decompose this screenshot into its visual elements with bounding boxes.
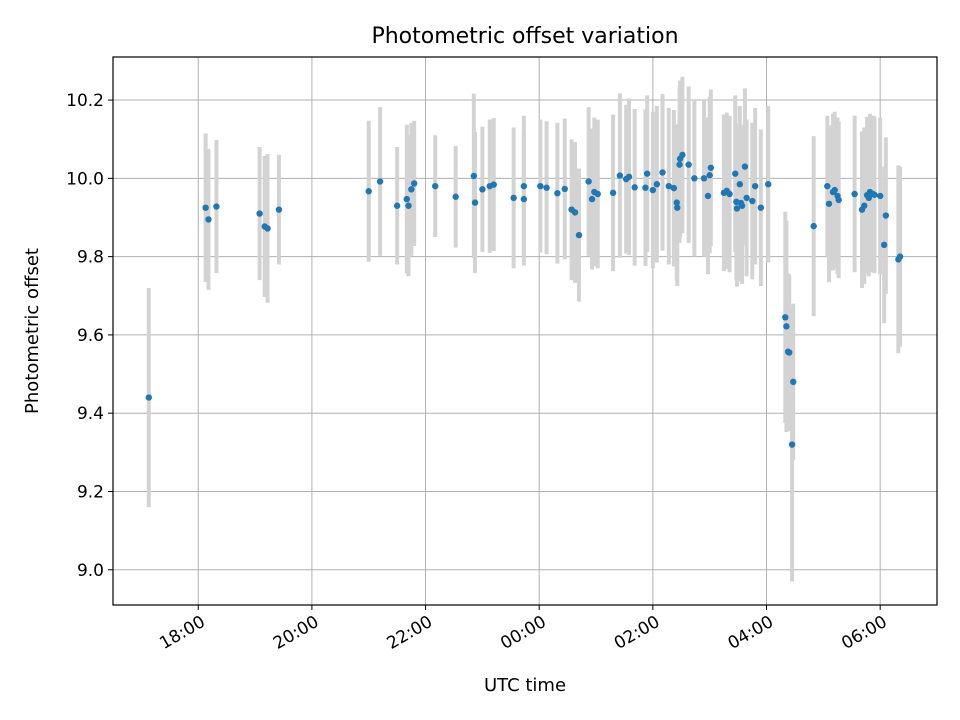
data-point [783, 323, 790, 330]
data-point [537, 182, 544, 190]
data-point [704, 192, 712, 200]
data-point [609, 189, 617, 197]
data-point [205, 216, 212, 223]
data-point [810, 222, 817, 230]
data-point [432, 182, 439, 190]
data-point [765, 181, 772, 188]
data-point [741, 163, 749, 170]
data-point [732, 170, 739, 177]
data-point [790, 378, 797, 386]
data-point [726, 190, 733, 198]
data-point [882, 212, 890, 219]
data-point [674, 204, 681, 211]
y-tick-label: 9.4 [77, 404, 104, 424]
data-point [679, 151, 686, 159]
data-point [851, 190, 858, 198]
data-point [543, 184, 550, 191]
data-point [575, 231, 583, 239]
data-point [275, 206, 283, 213]
y-tick-label: 9.0 [77, 561, 104, 581]
data-point [642, 184, 649, 191]
data-point [896, 253, 904, 260]
data-point [264, 225, 271, 232]
y-tick-label: 9.6 [77, 326, 104, 346]
data-point [736, 181, 744, 188]
data-point [649, 186, 657, 194]
data-point [410, 180, 418, 187]
data-point [676, 161, 683, 168]
data-point [588, 195, 596, 203]
data-point [510, 194, 517, 202]
data-point [659, 169, 666, 176]
data-point [665, 182, 672, 190]
data-point [751, 182, 759, 190]
data-point [471, 199, 479, 206]
data-point [213, 203, 220, 210]
data-point [691, 175, 698, 182]
x-axis-label: UTC time [484, 675, 566, 696]
data-point [825, 200, 833, 207]
data-point [782, 314, 789, 321]
data-point [571, 209, 579, 216]
data-point [824, 182, 831, 190]
data-point [594, 190, 601, 198]
data-point [408, 186, 415, 193]
data-point [393, 202, 401, 209]
data-point [452, 193, 459, 200]
plot-area-frame [112, 56, 938, 606]
data-point [871, 191, 878, 198]
chart-title: Photometric offset variation [371, 24, 678, 49]
data-point [788, 441, 796, 448]
data-point [743, 194, 750, 202]
data-point [520, 195, 528, 203]
data-point [520, 182, 528, 190]
y-tick-label: 10.2 [66, 91, 104, 111]
data-point [786, 349, 793, 356]
data-point [616, 172, 624, 179]
data-point [470, 172, 478, 180]
data-point [861, 202, 868, 209]
data-point [625, 173, 633, 180]
data-point [685, 161, 692, 168]
data-point [865, 194, 873, 202]
y-tick-label: 10.0 [66, 169, 104, 189]
data-point [670, 184, 678, 192]
data-point [202, 204, 209, 211]
data-point [707, 164, 715, 171]
data-points [145, 151, 904, 448]
data-point [749, 197, 756, 205]
data-point [256, 210, 263, 217]
data-point [479, 186, 486, 193]
data-point [643, 170, 651, 177]
data-point [490, 181, 497, 188]
data-point [631, 184, 638, 191]
data-point [561, 185, 568, 193]
data-point [757, 204, 765, 211]
y-tick-label: 9.2 [77, 482, 104, 502]
data-point [653, 181, 661, 188]
data-point [365, 188, 372, 195]
data-point [673, 199, 680, 206]
y-axis: 9.0 9.2 9.4 9.6 9.8 10.0 10.2 [66, 91, 113, 581]
data-point [706, 172, 713, 179]
data-point [733, 205, 741, 212]
data-point [405, 202, 412, 209]
data-point [880, 241, 888, 249]
y-axis-label: Photometric offset [22, 248, 43, 414]
data-point [554, 190, 561, 197]
data-point [376, 178, 384, 185]
data-point [585, 178, 592, 185]
data-point [876, 192, 884, 200]
data-point [145, 394, 153, 401]
data-point [403, 195, 410, 203]
y-tick-label: 9.8 [77, 248, 104, 268]
data-point [738, 202, 746, 209]
data-point [831, 186, 838, 194]
data-point [700, 175, 708, 182]
data-point [835, 196, 842, 204]
